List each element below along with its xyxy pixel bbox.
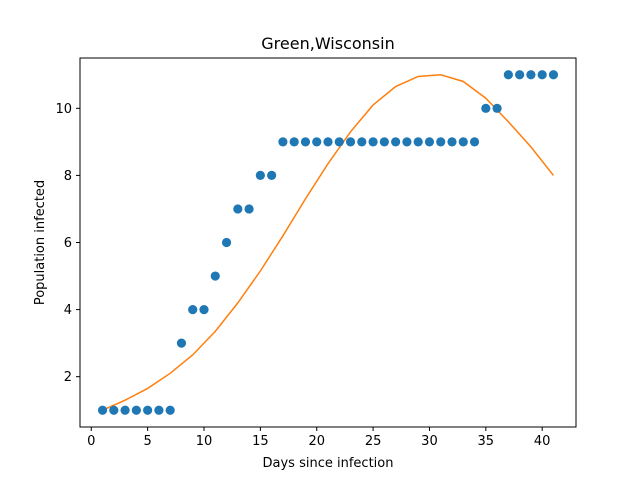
- data-point: [515, 70, 525, 80]
- plot-area: [97, 70, 559, 415]
- y-tick-label: 2: [64, 370, 72, 385]
- x-tick-label: 35: [478, 434, 495, 449]
- data-point: [334, 137, 344, 147]
- data-point: [413, 137, 423, 147]
- data-point: [97, 405, 108, 415]
- x-tick-label: 25: [365, 434, 382, 449]
- data-point: [537, 70, 547, 80]
- data-point: [143, 405, 153, 415]
- y-tick-label: 6: [64, 236, 72, 251]
- data-point: [357, 137, 367, 147]
- x-tick-label: 15: [252, 434, 269, 449]
- x-tick-label: 0: [87, 434, 95, 449]
- data-point: [176, 338, 187, 348]
- data-point: [221, 237, 232, 248]
- data-point: [300, 137, 311, 147]
- data-point: [289, 137, 299, 147]
- data-point: [379, 137, 389, 147]
- axis-ticks: 0 5 10 15 20 25 30 35 40 2 4 6 8 10: [55, 102, 550, 449]
- data-point: [469, 137, 480, 147]
- data-point: [244, 204, 254, 214]
- data-point: [402, 137, 412, 147]
- x-tick-label: 5: [143, 434, 151, 449]
- data-point: [109, 405, 119, 415]
- data-point: [323, 137, 333, 147]
- data-point: [278, 137, 288, 147]
- x-tick-label: 30: [421, 434, 438, 449]
- data-point: [391, 137, 401, 147]
- data-point: [188, 304, 198, 315]
- data-point: [368, 137, 378, 147]
- x-tick-label: 40: [534, 434, 551, 449]
- data-point: [312, 137, 322, 147]
- data-point: [154, 405, 164, 415]
- y-tick-label: 4: [64, 303, 72, 318]
- x-axis-label: Days since infection: [263, 456, 394, 471]
- data-point: [131, 405, 141, 415]
- fit-curve-line: [102, 74, 555, 411]
- data-point: [548, 70, 559, 80]
- x-tick-label: 10: [196, 434, 213, 449]
- chart-title: Green,Wisconsin: [261, 34, 394, 53]
- data-point: [165, 405, 175, 415]
- data-point: [345, 137, 356, 147]
- data-point: [199, 304, 209, 315]
- data-point: [481, 103, 491, 113]
- y-tick-label: 10: [55, 102, 72, 117]
- data-point: [458, 137, 468, 147]
- data-point: [526, 70, 536, 80]
- y-tick-label: 8: [64, 169, 72, 184]
- data-point: [210, 271, 220, 281]
- data-point: [233, 204, 243, 214]
- data-point: [120, 405, 130, 415]
- data-point: [436, 137, 446, 147]
- data-point: [447, 137, 457, 147]
- data-point: [492, 103, 502, 113]
- data-point: [267, 170, 277, 181]
- axes-frame: [79, 57, 577, 428]
- data-point: [503, 70, 513, 80]
- data-point: [424, 137, 435, 147]
- y-axis-label: Population infected: [33, 180, 48, 305]
- data-point: [255, 170, 265, 181]
- x-tick-label: 20: [308, 434, 325, 449]
